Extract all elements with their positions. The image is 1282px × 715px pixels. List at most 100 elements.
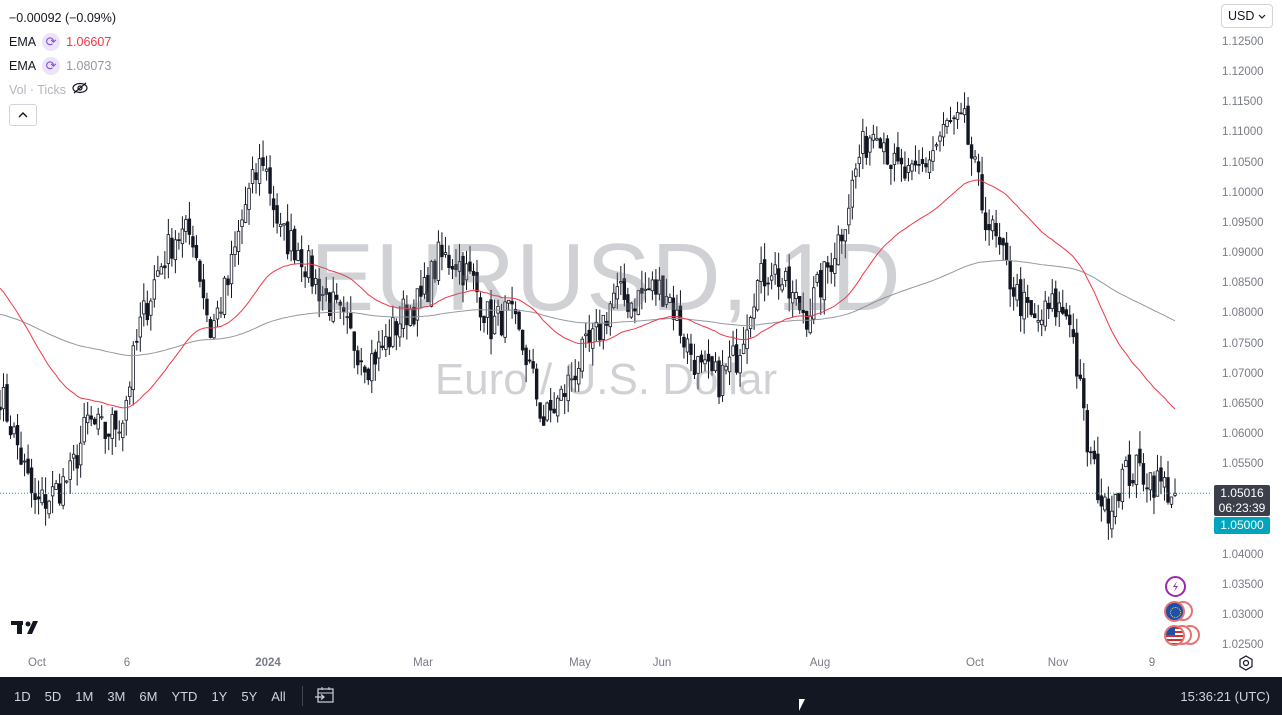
- candle-body: [647, 288, 651, 291]
- candle-body: [173, 239, 178, 261]
- candle-body: [612, 292, 616, 308]
- candle-body: [78, 442, 83, 466]
- range-button-6m[interactable]: 6M: [139, 688, 158, 704]
- ema-value: 1.08073: [66, 59, 112, 73]
- candle-body: [187, 218, 192, 235]
- candle-body: [373, 351, 377, 365]
- candle-body: [380, 345, 385, 348]
- candle-body: [555, 397, 560, 417]
- legend-volume[interactable]: Vol · Ticks: [9, 78, 116, 102]
- candle-body: [1033, 313, 1037, 319]
- candle-body: [969, 144, 974, 159]
- eu-flag-event-icon[interactable]: [1164, 601, 1185, 622]
- candle-body: [1124, 460, 1128, 468]
- candle-body: [626, 294, 630, 312]
- candle-body: [987, 224, 991, 231]
- candle-body: [29, 467, 34, 494]
- candle-body: [1078, 374, 1082, 379]
- candle-body: [177, 239, 181, 242]
- candle-body: [671, 297, 676, 320]
- bid-price-label: 1.05000: [1214, 517, 1270, 534]
- candle-body: [233, 246, 237, 255]
- time-tick: Nov: [1047, 657, 1069, 669]
- candle-body: [401, 298, 406, 329]
- time-tick: Oct: [28, 657, 46, 669]
- candle-body: [370, 353, 374, 382]
- candle-body: [1120, 468, 1125, 503]
- price-tick: 1.09000: [1222, 247, 1264, 260]
- candle-body: [920, 159, 925, 165]
- range-button-5y[interactable]: 5Y: [241, 688, 258, 704]
- candle-body: [1103, 496, 1107, 511]
- candle-body: [910, 163, 914, 172]
- settings-icon[interactable]: [1238, 655, 1254, 671]
- currency-selector[interactable]: USD: [1221, 4, 1273, 28]
- candle-body: [812, 287, 816, 320]
- candle-body: [131, 345, 135, 390]
- candle-body: [713, 361, 718, 372]
- range-button-1m[interactable]: 1M: [75, 688, 94, 704]
- candle-body: [959, 112, 963, 115]
- eye-off-icon[interactable]: [72, 78, 88, 102]
- mouse-cursor-icon: [799, 699, 805, 711]
- candle-body: [559, 388, 563, 401]
- candle-body: [454, 264, 458, 271]
- calendar-goto-icon[interactable]: [314, 686, 335, 707]
- candle-body: [205, 298, 209, 316]
- legend-ema-slow[interactable]: EMA ⟳ 1.08073: [9, 54, 116, 78]
- candle-body: [843, 229, 847, 242]
- candle-body: [584, 333, 588, 337]
- candle-body: [489, 299, 493, 340]
- price-tick: 1.05500: [1222, 458, 1264, 471]
- candle-body: [706, 353, 711, 362]
- candle-body: [1071, 329, 1075, 338]
- candle-body: [727, 356, 732, 373]
- range-button-1d[interactable]: 1D: [14, 688, 31, 704]
- candle-body: [545, 402, 549, 421]
- candle-body: [264, 168, 269, 172]
- candle-body: [170, 237, 174, 259]
- price-chart[interactable]: [0, 0, 1212, 650]
- candle-body: [43, 494, 48, 509]
- candle-body: [983, 212, 988, 231]
- price-tick: 1.09500: [1222, 216, 1264, 229]
- candle-body: [682, 336, 686, 348]
- candle-body: [1152, 475, 1156, 498]
- loading-icon: ⟳: [42, 57, 61, 75]
- range-button-ytd[interactable]: YTD: [171, 688, 198, 704]
- candle-body: [328, 292, 332, 317]
- price-tick: 1.11500: [1222, 96, 1263, 109]
- candle-body: [426, 275, 430, 303]
- candle-body: [591, 328, 595, 349]
- candle-body: [166, 234, 171, 264]
- candle-body: [636, 290, 641, 315]
- candle-body: [461, 255, 465, 286]
- candle-body: [275, 205, 279, 224]
- candle-body: [342, 307, 346, 312]
- time-tick: Mar: [413, 657, 433, 669]
- candle-body: [261, 157, 265, 166]
- candle-body: [156, 270, 160, 277]
- time-tick: Aug: [809, 657, 831, 669]
- candle-body: [1148, 472, 1153, 491]
- candle-body: [359, 360, 363, 363]
- candle-body: [541, 416, 546, 426]
- candle-body: [1099, 495, 1104, 507]
- candle-body: [689, 343, 693, 355]
- price-tick: 1.11000: [1222, 126, 1263, 139]
- collapse-legend-button[interactable]: [9, 104, 37, 126]
- tradingview-logo[interactable]: [11, 619, 43, 640]
- range-button-3m[interactable]: 3M: [107, 688, 126, 704]
- currency-value: USD: [1228, 9, 1255, 23]
- range-button-1y[interactable]: 1Y: [211, 688, 228, 704]
- candle-body: [885, 138, 890, 165]
- candle-body: [801, 309, 805, 314]
- range-button-5d[interactable]: 5D: [44, 688, 62, 704]
- candle-body: [198, 260, 202, 282]
- range-button-all[interactable]: All: [271, 688, 286, 704]
- us-flag-event-icon[interactable]: [1164, 625, 1185, 646]
- clock[interactable]: 15:36:21 (UTC): [1180, 688, 1270, 704]
- legend-ema-fast[interactable]: EMA ⟳ 1.06607: [9, 30, 116, 54]
- candle-body: [33, 493, 37, 501]
- lightning-event-icon[interactable]: [1165, 576, 1186, 597]
